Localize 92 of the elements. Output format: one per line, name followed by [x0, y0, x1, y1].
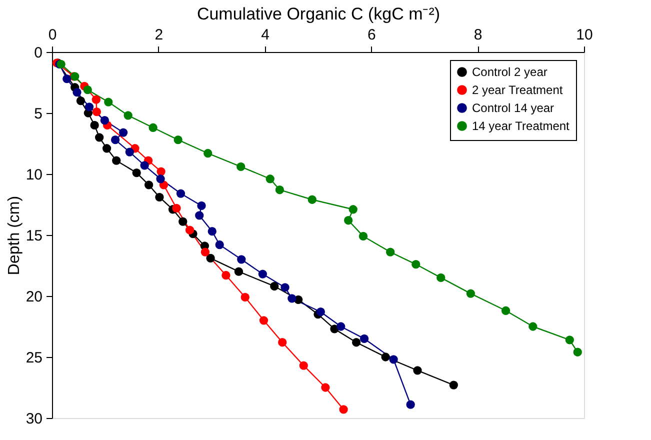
point	[118, 128, 128, 137]
point	[406, 400, 415, 409]
y-tick-label: 20	[26, 288, 42, 306]
point	[339, 405, 348, 414]
point	[278, 338, 287, 347]
point	[156, 174, 165, 184]
point	[92, 107, 102, 116]
point	[466, 289, 476, 298]
point	[110, 136, 120, 144]
point	[352, 338, 361, 347]
point	[573, 348, 582, 356]
point	[92, 95, 100, 104]
point	[358, 232, 368, 241]
y-tick-label: 10	[26, 166, 42, 184]
point	[124, 111, 132, 120]
point	[72, 88, 82, 97]
point	[234, 267, 244, 276]
point	[412, 260, 420, 269]
point	[84, 102, 94, 112]
point	[360, 334, 369, 344]
point	[102, 144, 112, 153]
point	[436, 273, 446, 282]
point	[236, 162, 246, 171]
point	[321, 383, 330, 392]
point	[83, 86, 92, 94]
point	[204, 148, 212, 158]
legend-label: Control 2 year	[472, 65, 548, 79]
point	[240, 292, 250, 302]
point	[308, 195, 316, 204]
point	[449, 380, 458, 390]
point	[156, 167, 166, 176]
point	[197, 201, 206, 210]
y-tick-label: 5	[34, 106, 42, 122]
x-tick-label: 6	[368, 26, 376, 44]
point	[275, 186, 284, 194]
x-axis-title: Cumulative Organic C (kgC m⁻²)	[196, 4, 440, 24]
point	[270, 282, 279, 291]
y-tick-label: 15	[26, 228, 42, 244]
point	[144, 180, 154, 190]
point	[206, 254, 215, 262]
x-tick-label: 10	[576, 26, 593, 44]
point	[100, 116, 109, 125]
legend-label: 14 year Treatment	[472, 119, 570, 133]
x-tick-label: 0	[48, 26, 57, 44]
point	[237, 255, 246, 264]
legend-label: 2 year Treatment	[472, 83, 564, 97]
point	[266, 174, 274, 184]
point	[528, 322, 538, 331]
y-tick-label: 0	[34, 44, 42, 62]
point	[208, 227, 216, 236]
point	[174, 136, 182, 144]
x-tick-label: 2	[154, 26, 164, 44]
point	[112, 156, 121, 165]
point	[348, 205, 358, 214]
point	[185, 226, 194, 234]
point	[132, 168, 141, 178]
point	[316, 308, 325, 316]
point	[336, 322, 346, 331]
point	[258, 270, 267, 278]
point	[176, 189, 186, 198]
y-axis-title: Depth (cm)	[6, 196, 23, 276]
point	[195, 211, 204, 220]
y-tick-label: 25	[26, 350, 42, 366]
point	[389, 355, 398, 364]
point	[259, 316, 268, 325]
point	[90, 120, 99, 130]
point	[215, 240, 224, 250]
point	[155, 192, 164, 202]
point	[140, 161, 149, 170]
point	[104, 98, 113, 106]
point	[148, 123, 158, 132]
point	[413, 366, 422, 375]
point	[222, 270, 230, 280]
point	[299, 361, 308, 370]
point	[200, 248, 210, 256]
x-tick-label: 8	[474, 26, 482, 44]
point	[501, 306, 510, 315]
point	[381, 352, 390, 362]
x-tick-label: 4	[261, 26, 270, 44]
point	[386, 248, 395, 256]
point	[172, 204, 181, 212]
point	[62, 74, 72, 84]
point	[125, 148, 134, 156]
y-tick-label: 30	[26, 410, 42, 428]
point	[565, 336, 574, 344]
point	[76, 96, 86, 106]
point	[344, 216, 353, 225]
point	[280, 283, 290, 292]
point	[288, 294, 296, 303]
point	[178, 217, 188, 226]
point	[95, 133, 104, 142]
legend-label: Control 14 year	[472, 101, 554, 115]
